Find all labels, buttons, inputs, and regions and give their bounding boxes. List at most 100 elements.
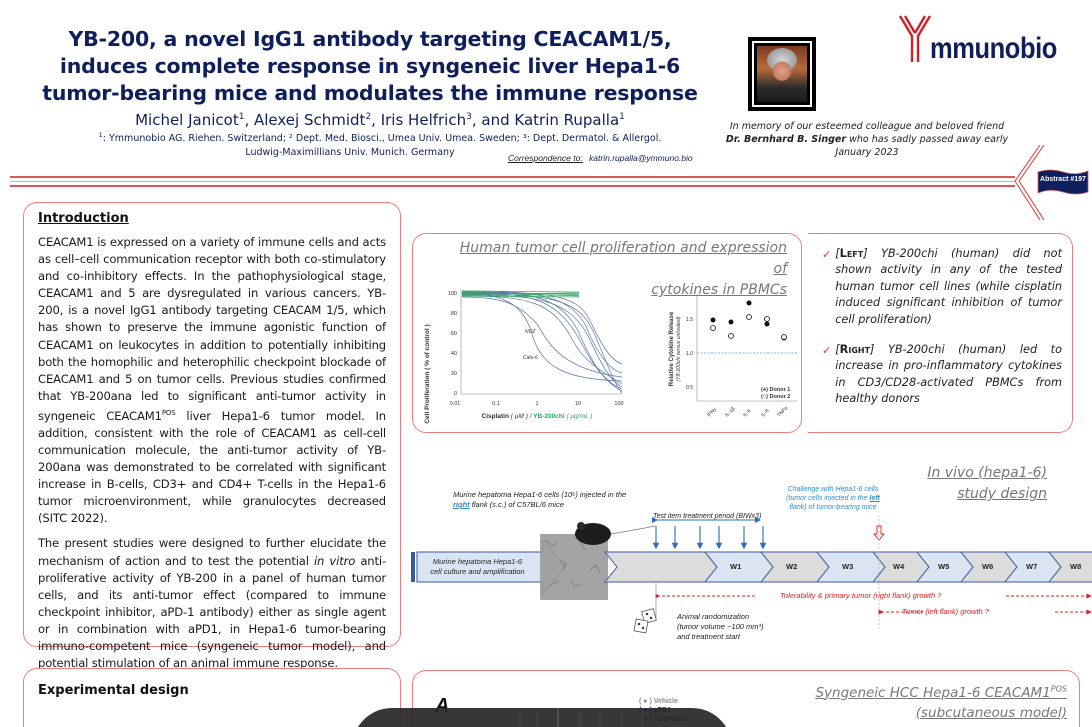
- divider-chevron: [1014, 145, 1045, 220]
- culture-label-2: cell culture and amplification: [430, 567, 525, 576]
- affiliations: 1: Ymmunobio AG. Riehen. Switzerland; ² …: [20, 128, 740, 160]
- invivo-title-line-1: In vivo (hepa1-6): [927, 465, 1047, 481]
- svg-text:1.5: 1.5: [686, 317, 693, 323]
- svg-text:Cell Proliferation ( % of con: Cell Proliferation ( % of control ): [424, 324, 431, 423]
- week-7: W7: [1026, 562, 1038, 571]
- svg-text:(○) Donor 2: (○) Donor 2: [761, 394, 790, 400]
- memorial-pre: In memory of our esteemed colleague and …: [729, 121, 1005, 132]
- introduction-paragraph-2: The present studies were designed to fur…: [38, 535, 386, 672]
- finding-tag: Right: [839, 343, 871, 357]
- abstract-number: Abstract #197: [1040, 176, 1086, 183]
- study-design-timeline: [411, 515, 1092, 634]
- treatment-period-label: Test item treatment period (BIWx3): [653, 513, 762, 520]
- flag-icon: [1037, 169, 1089, 195]
- legend-label: Vehicle: [653, 698, 678, 705]
- svg-text:Cisplatin ( µM ) / YB-200chi: Cisplatin ( µM ) / YB-200chi ( µg/mL ): [482, 413, 593, 420]
- invivo-title-line-2: study design: [957, 486, 1047, 502]
- invivo-title: In vivo (hepa1-6) study design: [927, 463, 1047, 505]
- affiliations-line-1: : Ymmunobio AG. Riehen. Switzerland; ² D…: [102, 133, 662, 145]
- overlay-tick-marks: [519, 708, 643, 727]
- dose-response-chart: Cell Proliferation ( % of control ) 100 …: [424, 289, 624, 424]
- randomization-line-3: and treatment start: [677, 632, 740, 641]
- svg-text:0: 0: [454, 391, 457, 397]
- experimental-design-panel: Experimental design: [23, 668, 401, 727]
- week-5: W5: [938, 562, 950, 571]
- affiliations-line-2: Ludwig-Maximillians Univ. Munich. German…: [245, 147, 455, 159]
- week-2: W2: [786, 562, 798, 571]
- svg-text:100: 100: [448, 291, 457, 297]
- aff-sup: 1: [98, 131, 103, 139]
- checkmark-icon: ✓: [822, 344, 832, 358]
- svg-text:IFNγ: IFNγ: [706, 406, 718, 418]
- culture-label: Murine hepatoma Hepa1-6 cell culture and…: [415, 557, 540, 577]
- hcc-title-sup: POS: [1050, 684, 1067, 693]
- left-flank-label: Tumor (left flank) growth ?: [902, 607, 989, 616]
- cytokine-chart: Relative Cytokine Release (YB-200chi ver…: [669, 294, 797, 418]
- svg-text:20: 20: [451, 371, 457, 377]
- sep: ,: [371, 111, 381, 129]
- svg-text:IL-1β: IL-1β: [724, 406, 736, 418]
- authors-line: Michel Janicot1, Alexej Schmidt2, Iris H…: [60, 108, 700, 129]
- dice-icon: [633, 608, 657, 634]
- injection-note-link: right: [453, 500, 470, 509]
- logo-wordmark: mmunobio: [930, 32, 1057, 65]
- challenge-line-3: flank) of tumor-bearing mice: [789, 504, 877, 511]
- svg-text:TNFα: TNFα: [776, 405, 789, 418]
- svg-text:Relative Cytokine Release: Relative Cytokine Release: [669, 311, 675, 386]
- p1-text: CEACAM1 is expressed on a variety of imm…: [38, 235, 386, 423]
- antibody-y-icon: [898, 15, 932, 62]
- randomization-line-1: Animal randomization: [677, 612, 750, 621]
- svg-text:(YB-200chi versus untreated): (YB-200chi versus untreated): [676, 316, 682, 381]
- title-line-1: YB-200, a novel IgG1 antibody targeting …: [68, 27, 672, 51]
- proliferation-title-line-2: cytokines in PBMCs: [651, 282, 787, 298]
- week-1: W1: [730, 562, 742, 571]
- proliferation-findings: ✓ [Left] YB-200chi (human) did not shown…: [808, 233, 1073, 433]
- week-3: W3: [842, 562, 854, 571]
- proliferation-panel: Human tumor cell proliferation and expre…: [412, 233, 802, 433]
- memorial-post: who has sadly passed away early January …: [835, 134, 1009, 158]
- introduction-panel: Introduction CEACAM1 is expressed on a v…: [23, 202, 401, 670]
- challenge-note: Challenge with Hepa1-6 cells (tumor cell…: [778, 485, 888, 512]
- p2-em: in vitro: [313, 553, 356, 568]
- sep: ,: [471, 111, 482, 129]
- injection-note: Murine hepatoma Hepa1-6 cells (10⁶) inje…: [453, 490, 633, 510]
- media-control-overlay[interactable]: [352, 708, 732, 727]
- finding-tag: Left: [839, 247, 864, 260]
- finding-left: ✓ [Left] YB-200chi (human) did not shown…: [822, 246, 1062, 328]
- hcc-title: Syngeneic HCC Hepa1-6 CEACAM1POS (subcut…: [815, 679, 1067, 723]
- week-8: W8: [1070, 562, 1082, 571]
- p2-text-cont: anti-proliferative activity of YB-200 in…: [38, 553, 386, 671]
- svg-text:10: 10: [575, 401, 581, 407]
- tolerability-label: Tolerability & primary tumor (right flan…: [780, 591, 942, 600]
- author-4: Katrin Rupalla: [514, 111, 620, 129]
- abstract-badge: Abstract #197: [1037, 168, 1089, 196]
- svg-text:40: 40: [451, 351, 457, 357]
- proliferation-title: Human tumor cell proliferation and expre…: [457, 238, 787, 301]
- challenge-line-1: Challenge with Hepa1-6 cells: [787, 486, 879, 493]
- svg-text:(●) Donor 1: (●) Donor 1: [761, 387, 790, 393]
- legend-vehicle: ( ● ) Vehicle: [639, 698, 678, 705]
- correspondence-email[interactable]: katrin.rupalla@ymmuno.bio: [589, 153, 693, 163]
- author-4-aff: 1: [619, 112, 625, 122]
- injection-note-text-cont: flank (s.c.) of C57BL/6 mice: [469, 500, 564, 509]
- challenge-line-2: (tumor cells injected in the: [786, 495, 870, 502]
- week-4: W4: [893, 562, 905, 571]
- header-divider: [10, 176, 1015, 188]
- svg-text:Calu-6: Calu-6: [523, 355, 538, 361]
- experimental-design-heading: Experimental design: [38, 683, 189, 698]
- culture-label-1: Murine hepatoma Hepa1-6: [432, 557, 523, 566]
- p2-text: The present studies were designed to fur…: [38, 536, 386, 568]
- svg-text:60: 60: [451, 331, 457, 337]
- p1-text-cont: liver Hepa1-6 tumor model. In addition, …: [38, 408, 386, 526]
- introduction-heading: Introduction: [38, 211, 129, 226]
- svg-text:NOZ: NOZ: [525, 329, 537, 335]
- svg-text:0.1: 0.1: [492, 401, 500, 407]
- hcc-title-line-1: Syngeneic HCC Hepa1-6 CEACAM1: [815, 684, 1051, 701]
- injection-note-text: Murine hepatoma Hepa1-6 cells (10⁶) inje…: [453, 490, 627, 499]
- checkmark-icon: ✓: [822, 248, 832, 261]
- correspondence-label: Correspondence to:: [508, 153, 583, 163]
- title-line-3: tumor-bearing mice and modulates the imm…: [42, 81, 698, 105]
- memorial-text: In memory of our esteemed colleague and …: [722, 120, 1012, 159]
- introduction-paragraph-1: CEACAM1 is expressed on a variety of imm…: [38, 234, 386, 527]
- proliferation-title-line-1: Human tumor cell proliferation and expre…: [459, 240, 787, 277]
